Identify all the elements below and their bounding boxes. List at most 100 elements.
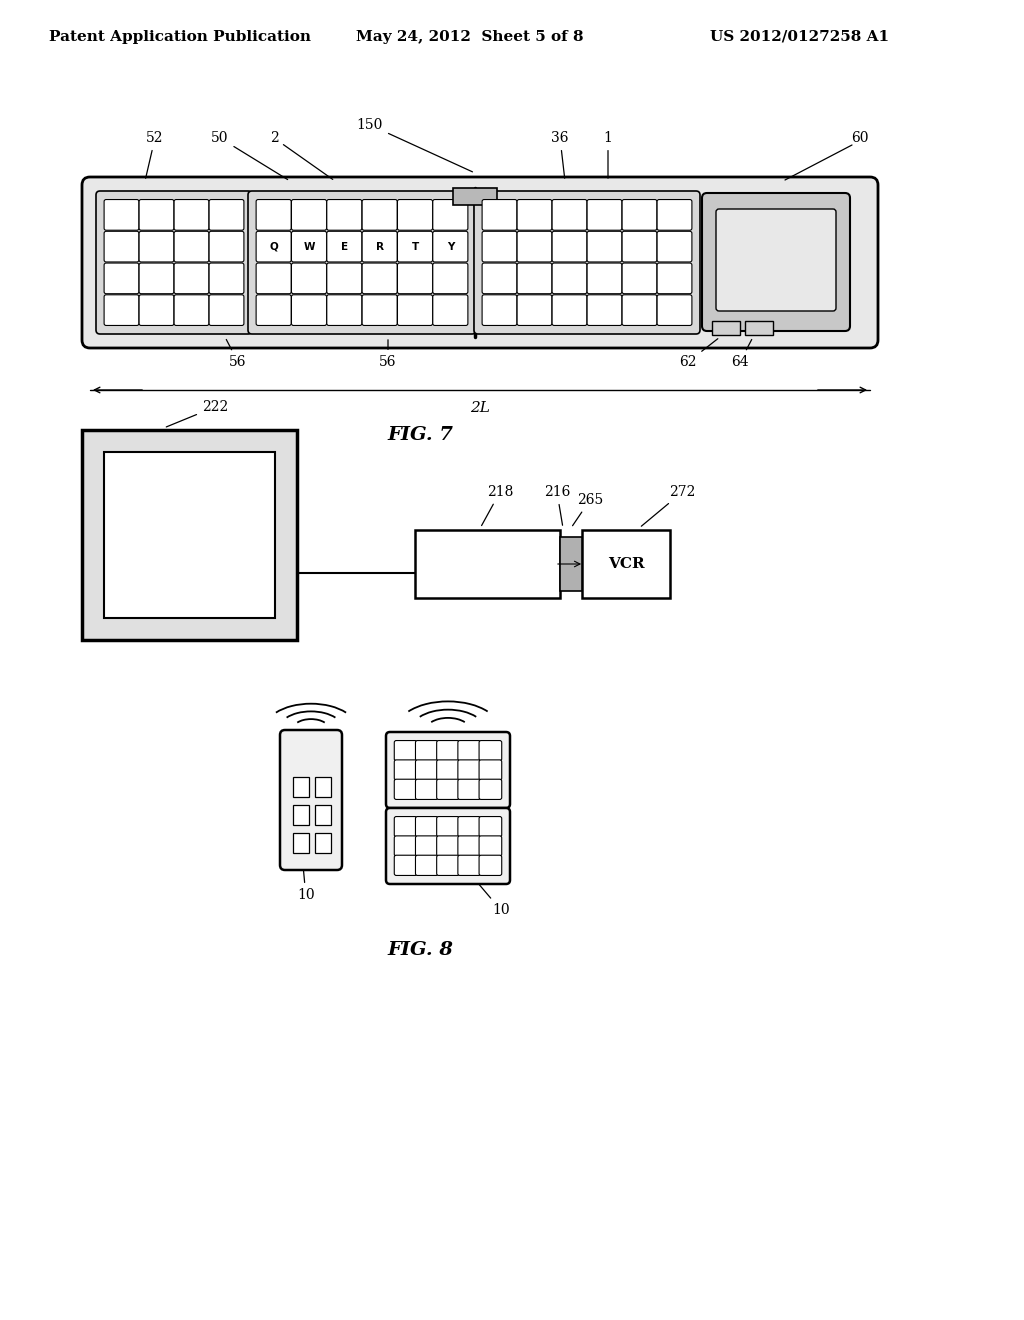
FancyBboxPatch shape <box>716 209 836 312</box>
FancyBboxPatch shape <box>416 817 438 837</box>
Text: 56: 56 <box>379 339 396 370</box>
FancyBboxPatch shape <box>292 199 327 230</box>
FancyBboxPatch shape <box>436 836 460 857</box>
FancyBboxPatch shape <box>104 263 139 294</box>
FancyBboxPatch shape <box>394 836 417 857</box>
FancyBboxPatch shape <box>587 199 622 230</box>
Text: 265: 265 <box>572 492 603 525</box>
Bar <box>712 321 740 335</box>
Bar <box>293 805 309 825</box>
FancyBboxPatch shape <box>458 817 480 837</box>
Text: E: E <box>341 242 348 252</box>
FancyBboxPatch shape <box>552 199 587 230</box>
FancyBboxPatch shape <box>397 263 432 294</box>
FancyBboxPatch shape <box>96 191 252 334</box>
FancyBboxPatch shape <box>657 294 692 326</box>
FancyBboxPatch shape <box>292 294 327 326</box>
FancyBboxPatch shape <box>394 741 417 760</box>
FancyBboxPatch shape <box>479 817 502 837</box>
FancyBboxPatch shape <box>517 263 552 294</box>
Text: 52: 52 <box>145 131 164 178</box>
FancyBboxPatch shape <box>327 294 361 326</box>
Bar <box>453 187 497 205</box>
FancyBboxPatch shape <box>139 199 174 230</box>
Text: Patent Application Publication: Patent Application Publication <box>49 30 311 44</box>
FancyBboxPatch shape <box>587 294 622 326</box>
FancyBboxPatch shape <box>479 855 502 875</box>
Bar <box>315 805 331 825</box>
FancyBboxPatch shape <box>479 741 502 760</box>
Bar <box>560 537 582 591</box>
FancyBboxPatch shape <box>386 733 510 808</box>
FancyBboxPatch shape <box>587 263 622 294</box>
FancyBboxPatch shape <box>479 836 502 857</box>
FancyBboxPatch shape <box>482 263 517 294</box>
Text: R: R <box>376 242 384 252</box>
Text: 1: 1 <box>603 131 612 178</box>
FancyBboxPatch shape <box>517 294 552 326</box>
FancyBboxPatch shape <box>139 231 174 261</box>
FancyBboxPatch shape <box>552 263 587 294</box>
FancyBboxPatch shape <box>587 231 622 261</box>
Bar <box>582 531 670 598</box>
FancyBboxPatch shape <box>479 779 502 800</box>
FancyBboxPatch shape <box>104 294 139 326</box>
Text: 216: 216 <box>544 484 570 525</box>
FancyBboxPatch shape <box>482 231 517 261</box>
FancyBboxPatch shape <box>139 263 174 294</box>
FancyBboxPatch shape <box>657 263 692 294</box>
FancyBboxPatch shape <box>657 231 692 261</box>
Text: FIG. 7: FIG. 7 <box>387 426 453 444</box>
FancyBboxPatch shape <box>436 855 460 875</box>
Text: Y: Y <box>446 242 454 252</box>
FancyBboxPatch shape <box>623 199 657 230</box>
FancyBboxPatch shape <box>436 741 460 760</box>
FancyBboxPatch shape <box>209 231 244 261</box>
FancyBboxPatch shape <box>292 231 327 261</box>
FancyBboxPatch shape <box>623 263 657 294</box>
Text: 10: 10 <box>297 870 314 902</box>
FancyBboxPatch shape <box>248 191 476 334</box>
FancyBboxPatch shape <box>174 231 209 261</box>
FancyBboxPatch shape <box>474 191 700 334</box>
FancyBboxPatch shape <box>416 779 438 800</box>
FancyBboxPatch shape <box>394 760 417 780</box>
FancyBboxPatch shape <box>174 199 209 230</box>
FancyBboxPatch shape <box>362 294 397 326</box>
FancyBboxPatch shape <box>702 193 850 331</box>
FancyBboxPatch shape <box>174 294 209 326</box>
FancyBboxPatch shape <box>327 231 361 261</box>
FancyBboxPatch shape <box>458 741 480 760</box>
FancyBboxPatch shape <box>397 231 432 261</box>
Text: 272: 272 <box>641 484 695 527</box>
Text: 56: 56 <box>226 339 247 370</box>
Text: 218: 218 <box>481 484 513 525</box>
FancyBboxPatch shape <box>552 231 587 261</box>
FancyBboxPatch shape <box>82 177 878 348</box>
FancyBboxPatch shape <box>209 199 244 230</box>
Text: 10: 10 <box>479 884 510 917</box>
Text: W: W <box>303 242 314 252</box>
FancyBboxPatch shape <box>433 231 468 261</box>
FancyBboxPatch shape <box>104 199 139 230</box>
FancyBboxPatch shape <box>433 199 468 230</box>
FancyBboxPatch shape <box>458 760 480 780</box>
FancyBboxPatch shape <box>139 294 174 326</box>
FancyBboxPatch shape <box>397 199 432 230</box>
Text: FIG. 8: FIG. 8 <box>387 941 453 960</box>
Bar <box>104 451 275 618</box>
Text: Q: Q <box>269 242 279 252</box>
FancyBboxPatch shape <box>394 817 417 837</box>
FancyBboxPatch shape <box>362 231 397 261</box>
FancyBboxPatch shape <box>280 730 342 870</box>
Bar <box>293 833 309 853</box>
Text: 64: 64 <box>731 339 752 370</box>
FancyBboxPatch shape <box>209 294 244 326</box>
FancyBboxPatch shape <box>433 263 468 294</box>
FancyBboxPatch shape <box>552 294 587 326</box>
FancyBboxPatch shape <box>174 263 209 294</box>
Text: T: T <box>412 242 419 252</box>
FancyBboxPatch shape <box>416 855 438 875</box>
FancyBboxPatch shape <box>458 855 480 875</box>
FancyBboxPatch shape <box>416 760 438 780</box>
